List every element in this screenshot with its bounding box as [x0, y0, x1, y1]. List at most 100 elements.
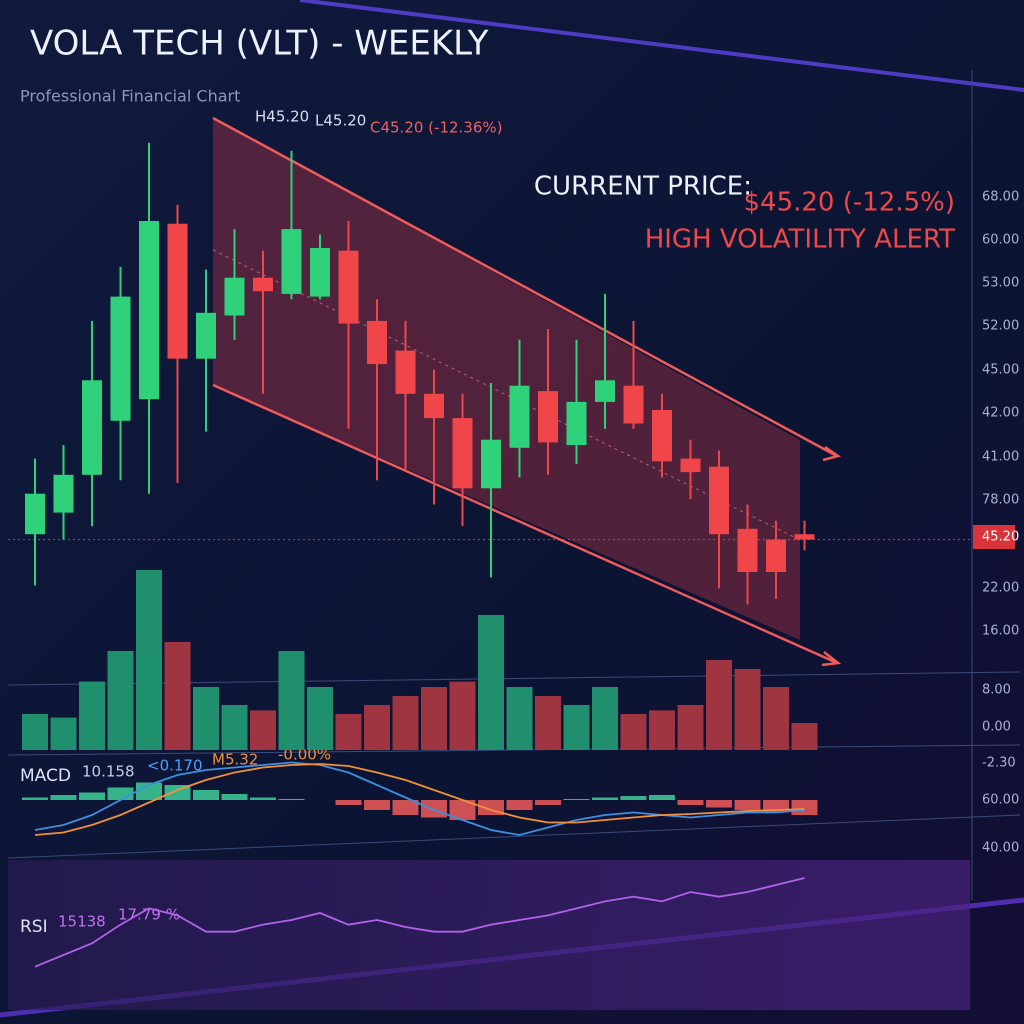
macd-stat: M5.32 — [212, 751, 258, 769]
volume-bar — [506, 687, 533, 750]
macd-histogram — [22, 797, 48, 800]
axis-label: 60.00 — [982, 233, 1019, 248]
candle-body — [310, 248, 330, 297]
stat: C45.20 (-12.36%) — [370, 119, 503, 137]
candle-body — [196, 312, 216, 359]
candle-body — [338, 250, 359, 324]
axis-label: 68.00 — [982, 190, 1019, 205]
macd-histogram — [136, 782, 162, 800]
stat: H45.20 — [255, 108, 309, 126]
panel-divider — [7, 814, 1021, 859]
volume-bar — [449, 681, 476, 750]
macd-histogram — [335, 800, 362, 805]
axis-label: 40.00 — [982, 841, 1019, 856]
rsi-stat: 15138 — [58, 913, 106, 931]
volume-bar — [392, 696, 419, 750]
volume-bar — [563, 705, 590, 750]
candle-body — [623, 385, 644, 424]
glow-edge — [299, 0, 1024, 92]
rsi-stat: 17.79 % — [118, 906, 180, 924]
candle-body — [566, 401, 587, 446]
volume-bar — [221, 705, 248, 750]
current-price-title: CURRENT PRICE: — [534, 172, 752, 202]
axis-label: 0.00 — [982, 720, 1011, 735]
alert: HIGH VOLATILITY ALERT — [645, 225, 955, 255]
macd-histogram — [79, 792, 105, 800]
volume-bar — [22, 714, 48, 750]
candle-body — [110, 296, 131, 421]
candle-body — [82, 380, 102, 475]
volume-bar — [706, 660, 732, 750]
macd-label: MACD — [20, 766, 71, 786]
rsi-panel — [8, 860, 970, 1010]
macd-histogram — [592, 797, 618, 800]
candle-body — [281, 229, 302, 294]
volume-bar — [677, 705, 704, 750]
volume-bar — [50, 717, 77, 750]
volume-bar — [193, 687, 219, 750]
candle-body — [395, 350, 416, 394]
rsi-line — [34, 877, 805, 968]
macd-stat: 10.158 — [82, 763, 135, 781]
macd-histogram — [620, 796, 647, 800]
axis-label: 78.00 — [982, 493, 1019, 508]
macd-histogram — [706, 800, 732, 808]
macd-histogram — [50, 795, 77, 800]
axis-label: 60.00 — [982, 793, 1019, 808]
candle-body — [367, 320, 387, 365]
macd-histogram — [535, 800, 561, 805]
axis-label: 45.00 — [982, 363, 1019, 378]
candle-body — [481, 439, 501, 489]
candle-body — [509, 385, 530, 448]
macd-histogram — [193, 790, 219, 800]
candle-body — [53, 474, 74, 513]
macd-histogram — [421, 800, 447, 818]
candle-body — [167, 223, 188, 359]
macd-histogram — [677, 800, 704, 805]
channel-arrow — [821, 445, 842, 667]
volume-bar — [307, 687, 333, 750]
candle-body — [452, 418, 473, 489]
candle-body — [253, 277, 273, 292]
axis-label: 53.00 — [982, 276, 1019, 291]
macd-histogram — [164, 785, 191, 800]
macd-histogram — [392, 800, 419, 815]
candle-body — [737, 528, 758, 572]
price-badge — [973, 525, 1015, 549]
axis-label: 42.00 — [982, 406, 1019, 421]
chart-subtitle: Professional Financial Chart — [20, 87, 240, 106]
candle-body — [25, 493, 45, 535]
volume-bar — [535, 696, 561, 750]
macd-histogram — [449, 800, 476, 820]
candle-body — [652, 410, 672, 462]
candle-body — [709, 466, 729, 535]
macd-histogram — [791, 800, 818, 815]
chart-title: VOLA TECH (VLT) - WEEKLY — [30, 24, 489, 64]
volume-bar — [164, 642, 191, 750]
axis-label: 52.00 — [982, 319, 1019, 334]
candle-body — [139, 221, 159, 400]
macd-histogram — [278, 799, 305, 800]
candle-body — [595, 380, 615, 402]
macd-histogram — [107, 787, 134, 800]
axis-label: 41.00 — [982, 450, 1019, 465]
volume-bar — [791, 723, 818, 750]
candle-body — [424, 393, 444, 419]
volume-bar — [763, 687, 789, 750]
volume-bar — [79, 681, 105, 750]
candle-body — [766, 539, 786, 572]
volume-bar — [250, 710, 276, 750]
candle-body — [680, 458, 701, 473]
macd-histogram — [221, 794, 248, 800]
candle-body — [794, 534, 815, 540]
volume-bar — [649, 710, 675, 750]
volume-bar — [335, 714, 362, 750]
volume-bar — [107, 651, 134, 750]
signal-line — [34, 763, 805, 836]
macd-histogram — [734, 800, 761, 810]
axis-label: -2.30 — [982, 756, 1016, 771]
candle-body — [224, 277, 245, 316]
volume-bar — [421, 687, 447, 750]
volume-bar — [136, 570, 162, 750]
